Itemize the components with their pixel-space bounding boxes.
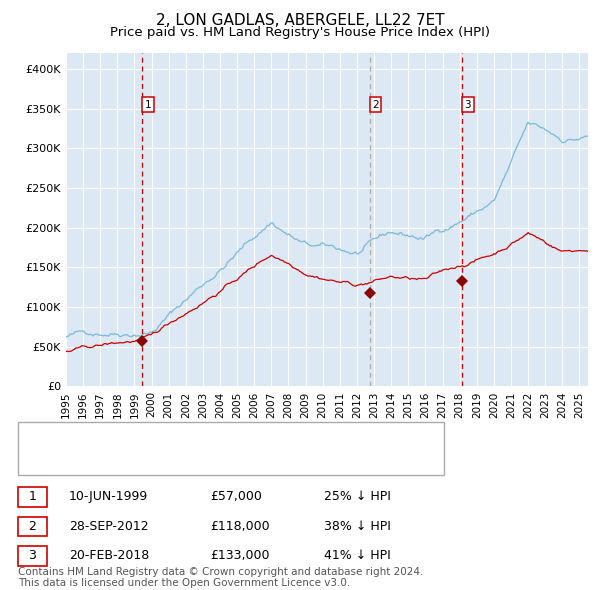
Text: 3: 3 <box>28 549 37 562</box>
Text: £57,000: £57,000 <box>210 490 262 503</box>
Text: 41% ↓ HPI: 41% ↓ HPI <box>324 549 391 562</box>
Text: 38% ↓ HPI: 38% ↓ HPI <box>324 520 391 533</box>
Text: Contains HM Land Registry data © Crown copyright and database right 2024.
This d: Contains HM Land Registry data © Crown c… <box>18 566 424 588</box>
Text: 2, LON GADLAS, ABERGELE, LL22 7ET: 2, LON GADLAS, ABERGELE, LL22 7ET <box>155 13 445 28</box>
Text: £118,000: £118,000 <box>210 520 269 533</box>
Text: 3: 3 <box>464 100 471 110</box>
Text: 2, LON GADLAS, ABERGELE, LL22 7ET (detached house): 2, LON GADLAS, ABERGELE, LL22 7ET (detac… <box>54 430 367 440</box>
Text: 28-SEP-2012: 28-SEP-2012 <box>69 520 149 533</box>
Text: HPI: Average price, detached house, Conwy: HPI: Average price, detached house, Conw… <box>54 455 298 465</box>
Text: 25% ↓ HPI: 25% ↓ HPI <box>324 490 391 503</box>
Text: 10-JUN-1999: 10-JUN-1999 <box>69 490 148 503</box>
Text: £133,000: £133,000 <box>210 549 269 562</box>
Text: 2: 2 <box>28 520 37 533</box>
Text: 20-FEB-2018: 20-FEB-2018 <box>69 549 149 562</box>
Text: 1: 1 <box>145 100 151 110</box>
Text: Price paid vs. HM Land Registry's House Price Index (HPI): Price paid vs. HM Land Registry's House … <box>110 26 490 39</box>
Text: 1: 1 <box>28 490 37 503</box>
Text: 2: 2 <box>372 100 379 110</box>
